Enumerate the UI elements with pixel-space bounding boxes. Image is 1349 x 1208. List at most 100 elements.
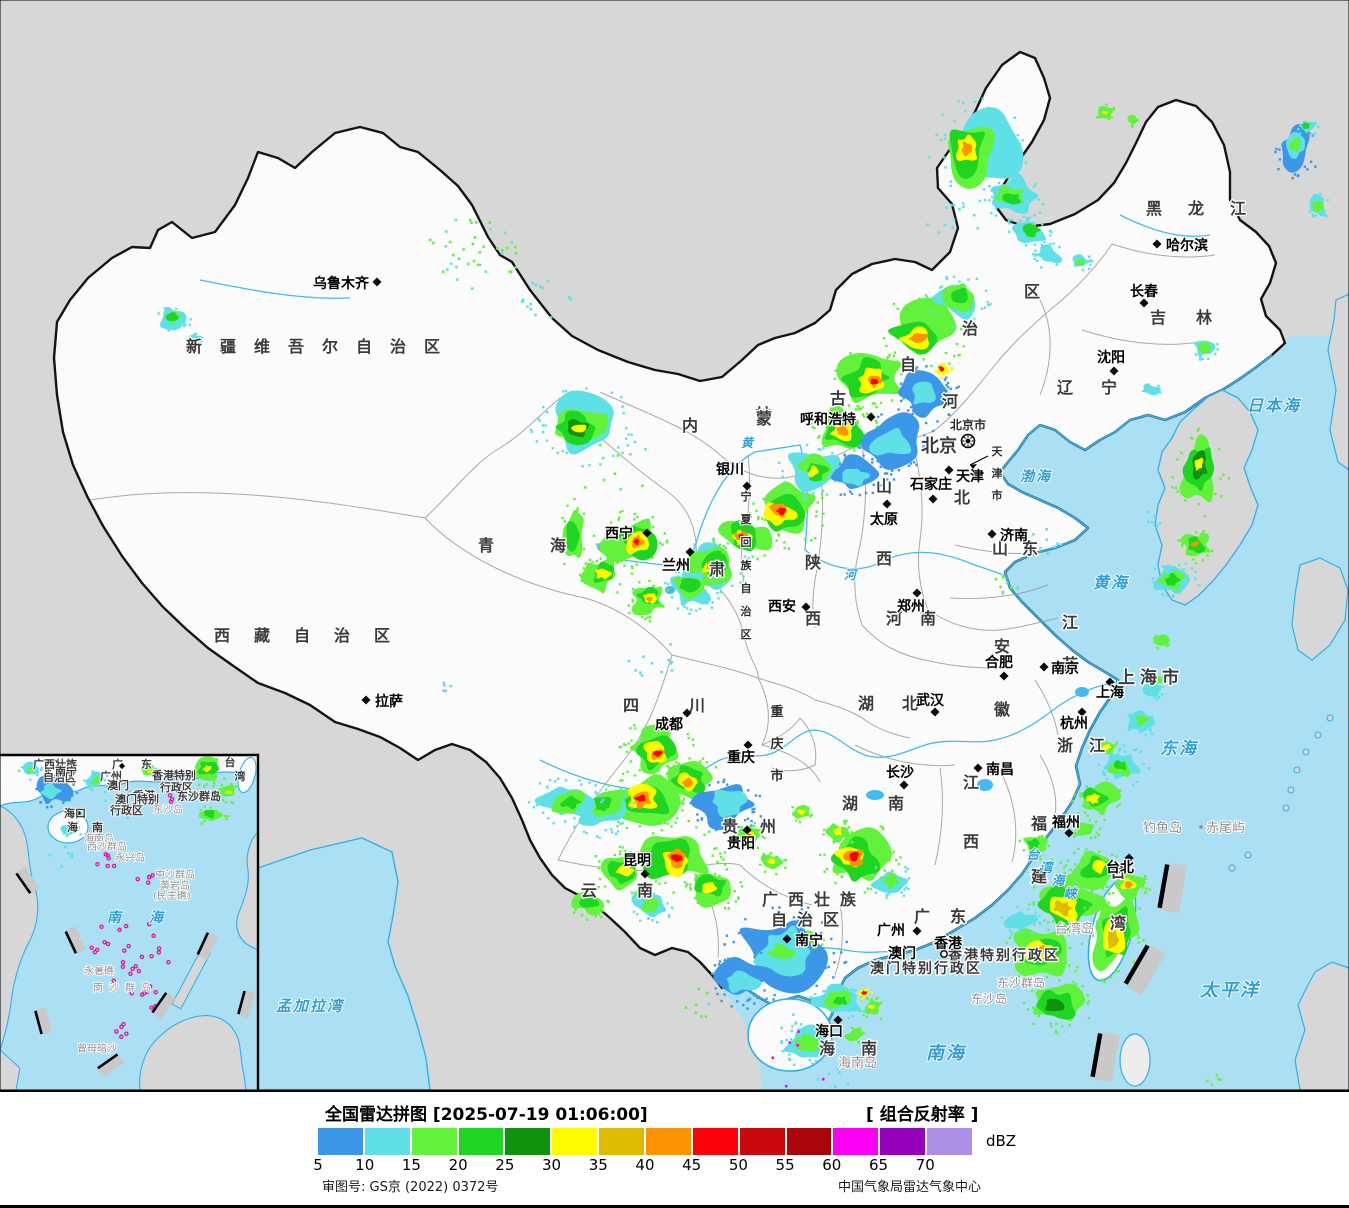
radar-pixel — [778, 985, 782, 988]
radar-pixel — [710, 606, 714, 609]
radar-pixel — [1198, 584, 1201, 587]
map-label: 上海市 — [1118, 667, 1184, 688]
legend-color-step — [364, 1128, 410, 1155]
radar-pixel — [644, 447, 647, 451]
radar-pixel — [219, 796, 222, 799]
city-marker — [930, 707, 940, 717]
radar-pixel — [899, 856, 902, 859]
radar-pixel — [1274, 150, 1277, 154]
radar-pixel — [771, 1056, 775, 1060]
radar-pixel — [442, 689, 445, 692]
radar-pixel — [698, 607, 702, 611]
radar-pixel — [1112, 892, 1115, 895]
radar-pixel — [870, 998, 873, 1001]
radar-pixel — [501, 248, 504, 252]
map-label: 太原 — [870, 511, 898, 528]
radar-echo — [1124, 881, 1134, 889]
radar-pixel — [814, 946, 817, 949]
radar-pixel — [665, 541, 669, 544]
map-approval-number: 审图号: GS京 (2022) 0372号 — [322, 1180, 499, 1195]
radar-pixel — [198, 783, 201, 787]
radar-pixel — [619, 488, 622, 491]
radar-pixel — [1317, 125, 1320, 129]
boundary-dash — [15, 872, 32, 894]
radar-pixel — [882, 337, 886, 340]
radar-pixel — [21, 766, 24, 769]
radar-pixel — [989, 302, 992, 306]
legend-tick: 15 — [401, 1156, 421, 1174]
radar-pixel — [1216, 343, 1219, 346]
radar-pixel — [1009, 956, 1013, 959]
radar-pixel — [923, 447, 927, 450]
radar-pixel — [609, 521, 613, 524]
radar-pixel — [740, 885, 744, 888]
radar-pixel — [943, 137, 946, 140]
radar-pixel — [546, 279, 550, 283]
map-label: 黑龙江 — [1146, 199, 1272, 218]
radar-pixel — [707, 1002, 710, 1006]
radar-pixel — [755, 949, 759, 953]
radar-pixel — [883, 869, 886, 872]
radar-pixel — [1008, 956, 1011, 960]
radar-pixel — [665, 772, 669, 775]
radar-pixel — [1155, 698, 1159, 701]
radar-pixel — [949, 387, 952, 390]
radar-pixel — [753, 1002, 756, 1005]
radar-pixel — [1217, 1077, 1220, 1081]
radar-pixel — [558, 400, 561, 403]
radar-pixel — [892, 478, 896, 481]
boundary-dash-group — [1090, 1031, 1121, 1083]
radar-pixel — [817, 436, 820, 439]
radar-pixel — [597, 912, 601, 916]
radar-pixel — [753, 821, 756, 825]
radar-pixel — [94, 840, 97, 843]
radar-pixel — [1012, 170, 1015, 173]
island-mark — [120, 964, 126, 970]
province-border — [949, 584, 1049, 599]
radar-pixel — [717, 597, 720, 600]
radar-pixel — [879, 401, 883, 404]
radar-pixel — [1054, 1030, 1058, 1033]
radar-pixel — [858, 993, 861, 997]
radar-pixel — [621, 405, 624, 408]
radar-pixel — [1162, 677, 1165, 680]
radar-pixel — [952, 218, 956, 221]
radar-pixel — [1047, 844, 1050, 847]
radar-pixel — [616, 830, 620, 833]
radar-pixel — [789, 1038, 793, 1041]
map-label: 武汉 — [916, 692, 945, 709]
radar-pixel — [1103, 741, 1106, 745]
radar-pixel — [658, 541, 662, 545]
radar-pixel — [661, 819, 665, 822]
radar-pixel — [631, 587, 635, 591]
island-mark — [114, 1029, 119, 1034]
radar-pixel — [1097, 833, 1101, 837]
radar-pixel — [1142, 939, 1145, 942]
map-label: 宁 — [741, 489, 752, 503]
radar-pixel — [1147, 520, 1150, 524]
radar-pixel — [1095, 831, 1099, 835]
radar-pixel — [945, 384, 948, 387]
radar-pixel — [840, 875, 843, 878]
dash-shadow-band — [17, 866, 40, 893]
radar-pixel — [48, 853, 52, 857]
radar-pixel — [1047, 928, 1050, 932]
radar-pixel — [1098, 106, 1102, 110]
radar-pixel — [719, 590, 722, 594]
map-label: 广东 — [112, 757, 170, 771]
radar-pixel — [960, 328, 963, 331]
legend-tick: 40 — [635, 1156, 655, 1174]
radar-pixel — [1089, 836, 1093, 840]
radar-pixel — [552, 822, 555, 825]
kyushu-island — [1291, 557, 1349, 661]
radar-pixel — [1005, 941, 1008, 945]
island-mark — [135, 876, 140, 882]
legend-color-step — [786, 1128, 832, 1155]
dash-shadow-band — [66, 926, 87, 954]
radar-pixel — [1158, 389, 1161, 392]
radar-pixel — [797, 1028, 800, 1031]
radar-pixel — [1064, 877, 1067, 880]
radar-pixel — [1196, 429, 1199, 432]
radar-pixel — [958, 353, 961, 357]
